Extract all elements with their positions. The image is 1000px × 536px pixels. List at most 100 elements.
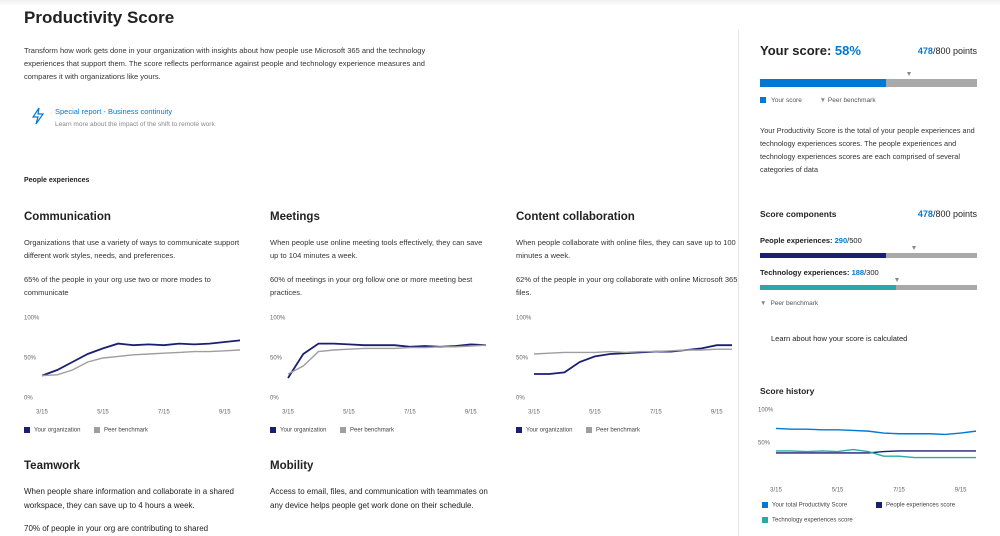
x-tick-label: 9/15: [711, 410, 723, 416]
y-tick-label: 100%: [24, 316, 40, 322]
card-description: Access to email, files, and communicatio…: [270, 487, 488, 510]
card-title: Content collaboration: [516, 211, 635, 223]
legend-label: Your organization: [34, 428, 80, 434]
score-points-suffix: /800 points: [932, 46, 977, 56]
x-tick-label: 5/15: [97, 410, 109, 416]
legend-swatch: [24, 427, 30, 433]
y-tick-label: 50%: [516, 356, 529, 362]
history-title: Score history: [760, 386, 815, 396]
series-line: [776, 448, 976, 459]
x-tick-label: 3/15: [770, 488, 782, 494]
legend-label: Technology experiences score: [772, 518, 853, 524]
legend-label: Your organization: [280, 428, 326, 434]
component-name: Technology experiences:: [760, 268, 850, 277]
x-tick-label: 5/15: [343, 410, 355, 416]
card-stat: 62% of the people in your org collaborat…: [516, 275, 738, 297]
card-description: When people collaborate with online file…: [516, 238, 736, 260]
series-line: [533, 348, 732, 355]
component-bar: [760, 278, 977, 290]
special-report-link[interactable]: Special report - Business continuity: [55, 107, 173, 116]
legend-swatch: [762, 502, 768, 508]
section-label: People experiences: [24, 177, 90, 184]
legend-label: Peer benchmark: [827, 97, 876, 104]
x-tick-label: 5/15: [589, 410, 601, 416]
divider: [738, 30, 739, 536]
component-bar: [760, 246, 977, 258]
card-stat: 70% of people in your org are contributi…: [24, 524, 209, 533]
x-tick-label: 3/15: [36, 410, 48, 416]
y-tick-label: 50%: [758, 441, 771, 447]
card-description: When people use online meeting tools eff…: [270, 238, 483, 260]
legend-swatch: [586, 427, 592, 433]
x-tick-label: 3/15: [282, 410, 294, 416]
card-title: Meetings: [270, 211, 320, 223]
score-calculation-link[interactable]: Learn about how your score is calculated: [771, 334, 908, 343]
legend-label: Your score: [771, 97, 802, 104]
score-title: Your score:: [760, 43, 832, 58]
page-title: Productivity Score: [24, 8, 175, 27]
component-value: 188: [851, 268, 865, 277]
components-points-value: 478: [917, 209, 933, 219]
legend-label: Peer benchmark: [104, 428, 149, 434]
card-chart: 100% 50% 0% 3/15 5/15 7/15 9/15 Your organizati…: [270, 316, 487, 434]
card-stat: 60% of meetings in your org follow one o…: [270, 275, 473, 297]
benchmark-marker: [912, 246, 917, 250]
y-tick-label: 100%: [516, 316, 532, 322]
card-chart: 100% 50% 0% 3/15 5/15 7/15 9/15 Your organizati…: [24, 316, 241, 434]
y-tick-label: 50%: [270, 356, 283, 362]
y-tick-label: 100%: [758, 408, 774, 414]
legend-swatch: [762, 517, 768, 523]
y-tick-label: 0%: [270, 396, 279, 402]
components-points-suffix: /800 points: [932, 209, 977, 219]
score-percent: 58%: [834, 43, 861, 58]
y-tick-label: 0%: [516, 396, 525, 402]
score-history-chart: 100% 50% 3/15 5/15 7/15 9/15 Your total Produc…: [758, 408, 977, 524]
component-suffix: /500: [847, 236, 862, 245]
y-tick-label: 100%: [270, 316, 286, 322]
component-label: Technology experiences: 188/300: [760, 268, 879, 277]
component-value: 290: [834, 236, 848, 245]
card-title: Communication: [24, 211, 111, 223]
legend-swatch: [94, 427, 100, 433]
series-line: [41, 349, 241, 377]
score-points-value: 478: [917, 46, 933, 56]
x-tick-label: 7/15: [404, 410, 416, 416]
series-line: [534, 344, 732, 375]
legend-label: Peer benchmark: [350, 428, 395, 434]
card-description: Organizations that use a variety of ways…: [24, 238, 240, 260]
card-title: Mobility: [270, 460, 314, 472]
benchmark-marker: [894, 278, 899, 282]
score-points: 478/800 points: [860, 46, 977, 56]
legend-label: Your organization: [526, 428, 572, 434]
score-legend: Your score ▼ Peer benchmark: [760, 97, 876, 104]
legend-swatch: [876, 502, 882, 508]
x-tick-label: 7/15: [893, 488, 905, 494]
special-report-subtitle: Learn more about the impact of the shift…: [55, 121, 215, 128]
benchmark-marker: [907, 72, 912, 76]
components-legend: ▼ Peer benchmark: [760, 300, 819, 307]
score-fill: [760, 79, 886, 87]
x-tick-label: 9/15: [465, 410, 477, 416]
card-stat: 65% of the people in your org use two or…: [24, 275, 211, 297]
legend-label: Peer benchmark: [770, 300, 819, 307]
series-line: [287, 344, 487, 375]
component-fill: [760, 285, 896, 290]
x-tick-label: 7/15: [650, 410, 662, 416]
x-tick-label: 9/15: [219, 410, 231, 416]
card-title: Teamwork: [24, 460, 81, 472]
component-fill: [760, 253, 886, 258]
legend-swatch: [516, 427, 522, 433]
x-tick-label: 9/15: [955, 488, 967, 494]
series-line: [776, 450, 976, 454]
components-points: 478/800 points: [860, 209, 977, 219]
lightning-icon: [31, 107, 45, 125]
legend-label: Your total Productivity Score: [772, 503, 848, 509]
y-tick-label: 0%: [24, 396, 33, 402]
series-line: [775, 427, 977, 436]
legend-label: People experiences score: [886, 503, 956, 509]
score-heading: Your score: 58%: [760, 43, 861, 58]
components-title: Score components: [760, 209, 837, 219]
page-description: Transform how work gets done in your org…: [24, 46, 426, 81]
component-suffix: /300: [864, 268, 879, 277]
